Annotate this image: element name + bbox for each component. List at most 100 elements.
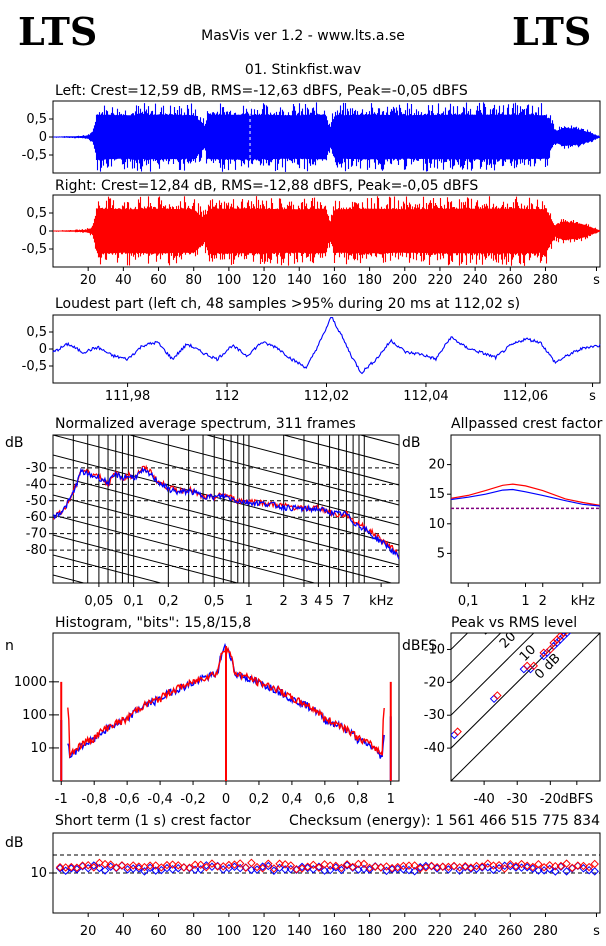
right-wave-title: Right: Crest=12,84 dB, RMS=-12,88 dBFS, … xyxy=(55,178,478,194)
pvr-title: Peak vs RMS level xyxy=(451,615,577,631)
stc-point-right xyxy=(78,861,87,870)
stc-point-left xyxy=(252,865,262,874)
pvr-xtick-label: -40 xyxy=(473,792,494,807)
stc-point-right xyxy=(449,861,459,871)
stc-point-left xyxy=(359,864,369,874)
stc-xtick-label: 280 xyxy=(533,924,558,939)
pvr-point-right xyxy=(559,633,568,638)
pvr-ytick-label: -40 xyxy=(424,741,445,756)
stc-point-right xyxy=(551,861,560,871)
pvr-xtick-label: dBFS xyxy=(560,792,593,807)
stc-xtick-label: 260 xyxy=(498,924,523,939)
stc-point-right xyxy=(275,859,284,869)
stc-point-right xyxy=(455,863,464,872)
stc-point-right xyxy=(61,863,70,872)
pvr-point-right xyxy=(522,661,532,671)
pvr-ytick-label: -30 xyxy=(424,708,445,723)
stc-xtick-label: 240 xyxy=(463,924,488,939)
right-wave-xtick-label: 140 xyxy=(287,273,312,288)
left-wave-title: Left: Crest=12,59 dB, RMS=-12,63 dBFS, P… xyxy=(55,83,468,99)
stc-point-right xyxy=(545,861,554,870)
stc-xtick-label: 20 xyxy=(80,924,97,939)
allpass-ytick-label: 10 xyxy=(428,517,445,532)
stc-point-right xyxy=(224,860,234,870)
stc-point-right xyxy=(562,859,571,868)
allpass-ytick-label: 5 xyxy=(437,546,445,561)
histogram-ytick-label: 10 xyxy=(30,741,47,756)
stc-xtick-label: 40 xyxy=(115,924,132,939)
allpass-series-right xyxy=(450,483,601,506)
pvr-xtick-label: -20 xyxy=(540,792,561,807)
stc-point-left xyxy=(325,865,335,875)
histogram-xtick-label: 0,4 xyxy=(282,792,303,807)
right-wave-ytick-label: -0,5 xyxy=(22,242,47,257)
spectrum-xtick-label: 7 xyxy=(342,594,350,609)
allpass-ytick-label: 15 xyxy=(428,487,445,502)
stc-point-right xyxy=(387,863,397,873)
stc-point-left xyxy=(134,864,144,873)
stc-point-right xyxy=(162,860,172,870)
pvr-crest-line xyxy=(451,633,568,749)
stc-point-left xyxy=(95,863,104,873)
stc-xtick-label: 180 xyxy=(357,924,382,939)
stc-point-right xyxy=(354,859,363,869)
stc-point-left xyxy=(393,864,402,874)
stc-point-left xyxy=(145,863,155,873)
spectrum-slope xyxy=(127,435,399,506)
stc-point-right xyxy=(416,864,425,873)
pvr-crest-line xyxy=(451,633,502,684)
stc-point-right xyxy=(134,862,144,871)
allpass-ylabel: dB xyxy=(402,435,421,451)
stc-point-left xyxy=(337,865,346,875)
histogram-xtick-label: 0 xyxy=(222,792,230,807)
right-wave-xtick-label: 200 xyxy=(392,273,417,288)
histogram-ytick-label: 1000 xyxy=(14,675,47,690)
spectrum-ytick-label: -30 xyxy=(26,461,47,476)
spectrum-ytick-label: -40 xyxy=(26,477,47,492)
stc-xtick-label: 140 xyxy=(287,924,312,939)
stc-point-left xyxy=(123,865,132,874)
stc-xtick-label: s xyxy=(593,924,600,939)
stc-point-left xyxy=(106,862,115,871)
spectrum-xtick-label: 0,1 xyxy=(123,594,144,609)
loudest-xtick-label: 112,04 xyxy=(403,389,449,404)
spectrum-title: Normalized average spectrum, 311 frames xyxy=(55,416,356,432)
stc-xtick-label: 160 xyxy=(322,924,347,939)
allpass-xtick-label: kHz xyxy=(571,594,595,609)
histogram-xtick-label: 0,2 xyxy=(249,792,270,807)
stc-point-right xyxy=(337,863,346,873)
stc-point-right xyxy=(280,860,290,869)
left-wave-ytick-label: 0 xyxy=(39,130,47,145)
spectrum-slope xyxy=(53,554,163,583)
spectrum-xtick-label: 0,5 xyxy=(204,594,225,609)
right-wave-ytick-label: 0,5 xyxy=(26,206,47,221)
spectrum-ytick-label: -60 xyxy=(26,510,47,525)
stc-point-left xyxy=(444,865,453,874)
right-wave-xtick-label: s xyxy=(593,273,600,288)
stc-xtick-label: 80 xyxy=(185,924,202,939)
stc-point-right xyxy=(556,861,566,871)
logo-right: LTS xyxy=(512,9,591,54)
stc-point-right xyxy=(489,861,498,870)
stc-point-left xyxy=(590,867,599,876)
pvr-point-left xyxy=(577,616,584,623)
stc-point-left xyxy=(534,866,543,875)
stc-xtick-label: 60 xyxy=(150,924,167,939)
spectrum-xtick-label: 3 xyxy=(300,594,308,609)
stc-xtick-label: 220 xyxy=(428,924,453,939)
stc-point-right xyxy=(365,863,374,873)
stc-point-right xyxy=(252,862,262,872)
stc-point-left xyxy=(235,863,245,873)
spectrum-slope xyxy=(53,454,399,546)
stc-point-left xyxy=(269,866,279,875)
stc-point-right xyxy=(325,861,335,870)
stc-point-left xyxy=(404,865,414,875)
loudest-ytick-label: 0,5 xyxy=(26,325,47,340)
stc-point-left xyxy=(466,864,476,874)
stc-point-right xyxy=(309,860,318,870)
loudest-xtick-label: 111,98 xyxy=(105,389,151,404)
stc-point-right xyxy=(286,861,296,870)
stc-point-left xyxy=(506,861,515,871)
stc-xtick-label: 100 xyxy=(216,924,241,939)
